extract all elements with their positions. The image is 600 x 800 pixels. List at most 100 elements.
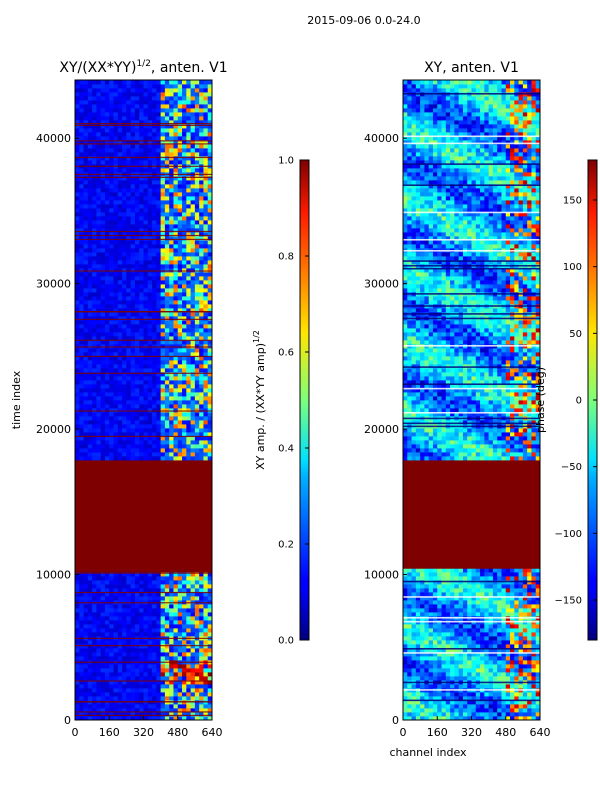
heatmap-cell — [100, 220, 106, 225]
heatmap-cell — [160, 620, 166, 625]
heatmap-cell — [207, 404, 212, 409]
heatmap-cell — [152, 668, 157, 673]
heatmap-cell — [104, 696, 110, 701]
heatmap-cell — [169, 584, 174, 589]
heatmap-cell — [87, 400, 93, 405]
heatmap-cell — [130, 336, 136, 341]
heatmap-cell — [122, 412, 127, 417]
heatmap-cell — [203, 120, 209, 125]
heatmap-cell — [143, 688, 149, 693]
heatmap-cell — [134, 436, 140, 441]
heatmap-cell — [173, 456, 179, 461]
heatmap-cell — [109, 152, 114, 157]
heatmap-cell — [83, 324, 89, 329]
heatmap-cell — [194, 392, 200, 397]
heatmap-cell — [79, 604, 84, 609]
heatmap-cell — [113, 412, 119, 417]
heatmap-cell — [75, 372, 80, 377]
heatmap-cell — [186, 148, 191, 153]
heatmap-cell — [207, 628, 212, 633]
heatmap-cell — [92, 708, 97, 713]
heatmap-cell — [152, 252, 157, 257]
heatmap-cell — [194, 368, 200, 373]
heatmap-cell — [75, 408, 80, 413]
heatmap-cell — [79, 336, 84, 341]
heatmap-cell — [194, 204, 200, 209]
heatmap-cell — [203, 404, 209, 409]
heatmap-cell — [104, 104, 110, 109]
heatmap-cell — [186, 156, 191, 161]
heatmap-cell — [147, 408, 153, 413]
heatmap-cell — [117, 276, 123, 281]
heatmap-cell — [182, 448, 187, 453]
heatmap-cell — [113, 452, 119, 457]
heatmap-cell — [203, 416, 209, 421]
heatmap-cell — [113, 148, 119, 153]
heatmap-cell — [143, 704, 149, 709]
heatmap-cell — [79, 432, 84, 437]
heatmap-cell — [126, 316, 132, 321]
heatmap-cell — [134, 312, 140, 317]
heatmap-cell — [104, 656, 110, 661]
heatmap-cell — [190, 204, 196, 209]
heatmap-cell — [156, 596, 162, 601]
heatmap-cell — [139, 204, 144, 209]
heatmap-cell — [160, 212, 166, 217]
heatmap-cell — [87, 264, 93, 269]
heatmap-cell — [100, 404, 106, 409]
heatmap-cell — [75, 292, 80, 297]
heatmap-cell — [134, 648, 140, 653]
heatmap-cell — [117, 392, 123, 397]
heatmap-cell — [122, 580, 127, 585]
heatmap-cell — [79, 692, 84, 697]
heatmap-cell — [113, 136, 119, 141]
heatmap-cell — [134, 100, 140, 105]
heatmap-cell — [104, 312, 110, 317]
heatmap-cell — [134, 320, 140, 325]
heatmap-cell — [96, 116, 102, 121]
heatmap-cell — [87, 312, 93, 317]
heatmap-cell — [143, 632, 149, 637]
heatmap-cell — [160, 144, 166, 149]
heatmap-cell — [182, 244, 187, 249]
heatmap-cell — [92, 584, 97, 589]
heatmap-cell — [92, 152, 97, 157]
heatmap-cell — [182, 396, 187, 401]
heatmap-cell — [143, 180, 149, 185]
heatmap-cell — [190, 252, 196, 257]
heatmap-cell — [199, 576, 204, 581]
heatmap-cell — [109, 376, 114, 381]
heatmap-cell — [126, 304, 132, 309]
heatmap-cell — [139, 340, 144, 345]
heatmap-cell — [126, 168, 132, 173]
heatmap-cell — [92, 332, 97, 337]
heatmap-cell — [79, 280, 84, 285]
heatmap-cell — [169, 432, 174, 437]
heatmap-cell — [87, 208, 93, 213]
heatmap-cell — [143, 152, 149, 157]
heatmap-cell — [194, 396, 200, 401]
heatmap-cell — [203, 152, 209, 157]
heatmap-cell — [117, 280, 123, 285]
heatmap-cell — [207, 204, 212, 209]
heatmap-cell — [199, 448, 204, 453]
heatmap-cell — [117, 228, 123, 233]
heatmap-cell — [203, 692, 209, 697]
heatmap-cell — [117, 388, 123, 393]
heatmap-cell — [96, 684, 102, 689]
heatmap-cell — [147, 680, 153, 685]
heatmap-cell — [143, 312, 149, 317]
heatmap-cell — [169, 452, 174, 457]
heatmap-cell — [134, 656, 140, 661]
heatmap-cell — [139, 620, 144, 625]
heatmap-cell — [207, 596, 212, 601]
heatmap-cell — [147, 184, 153, 189]
heatmap-cell — [117, 232, 123, 237]
heatmap-cell — [190, 688, 196, 693]
heatmap-cell — [139, 108, 144, 113]
heatmap-cell — [147, 236, 153, 241]
heatmap-cell — [130, 228, 136, 233]
heatmap-cell — [194, 388, 200, 393]
heatmap-cell — [134, 576, 140, 581]
heatmap-cell — [169, 604, 174, 609]
